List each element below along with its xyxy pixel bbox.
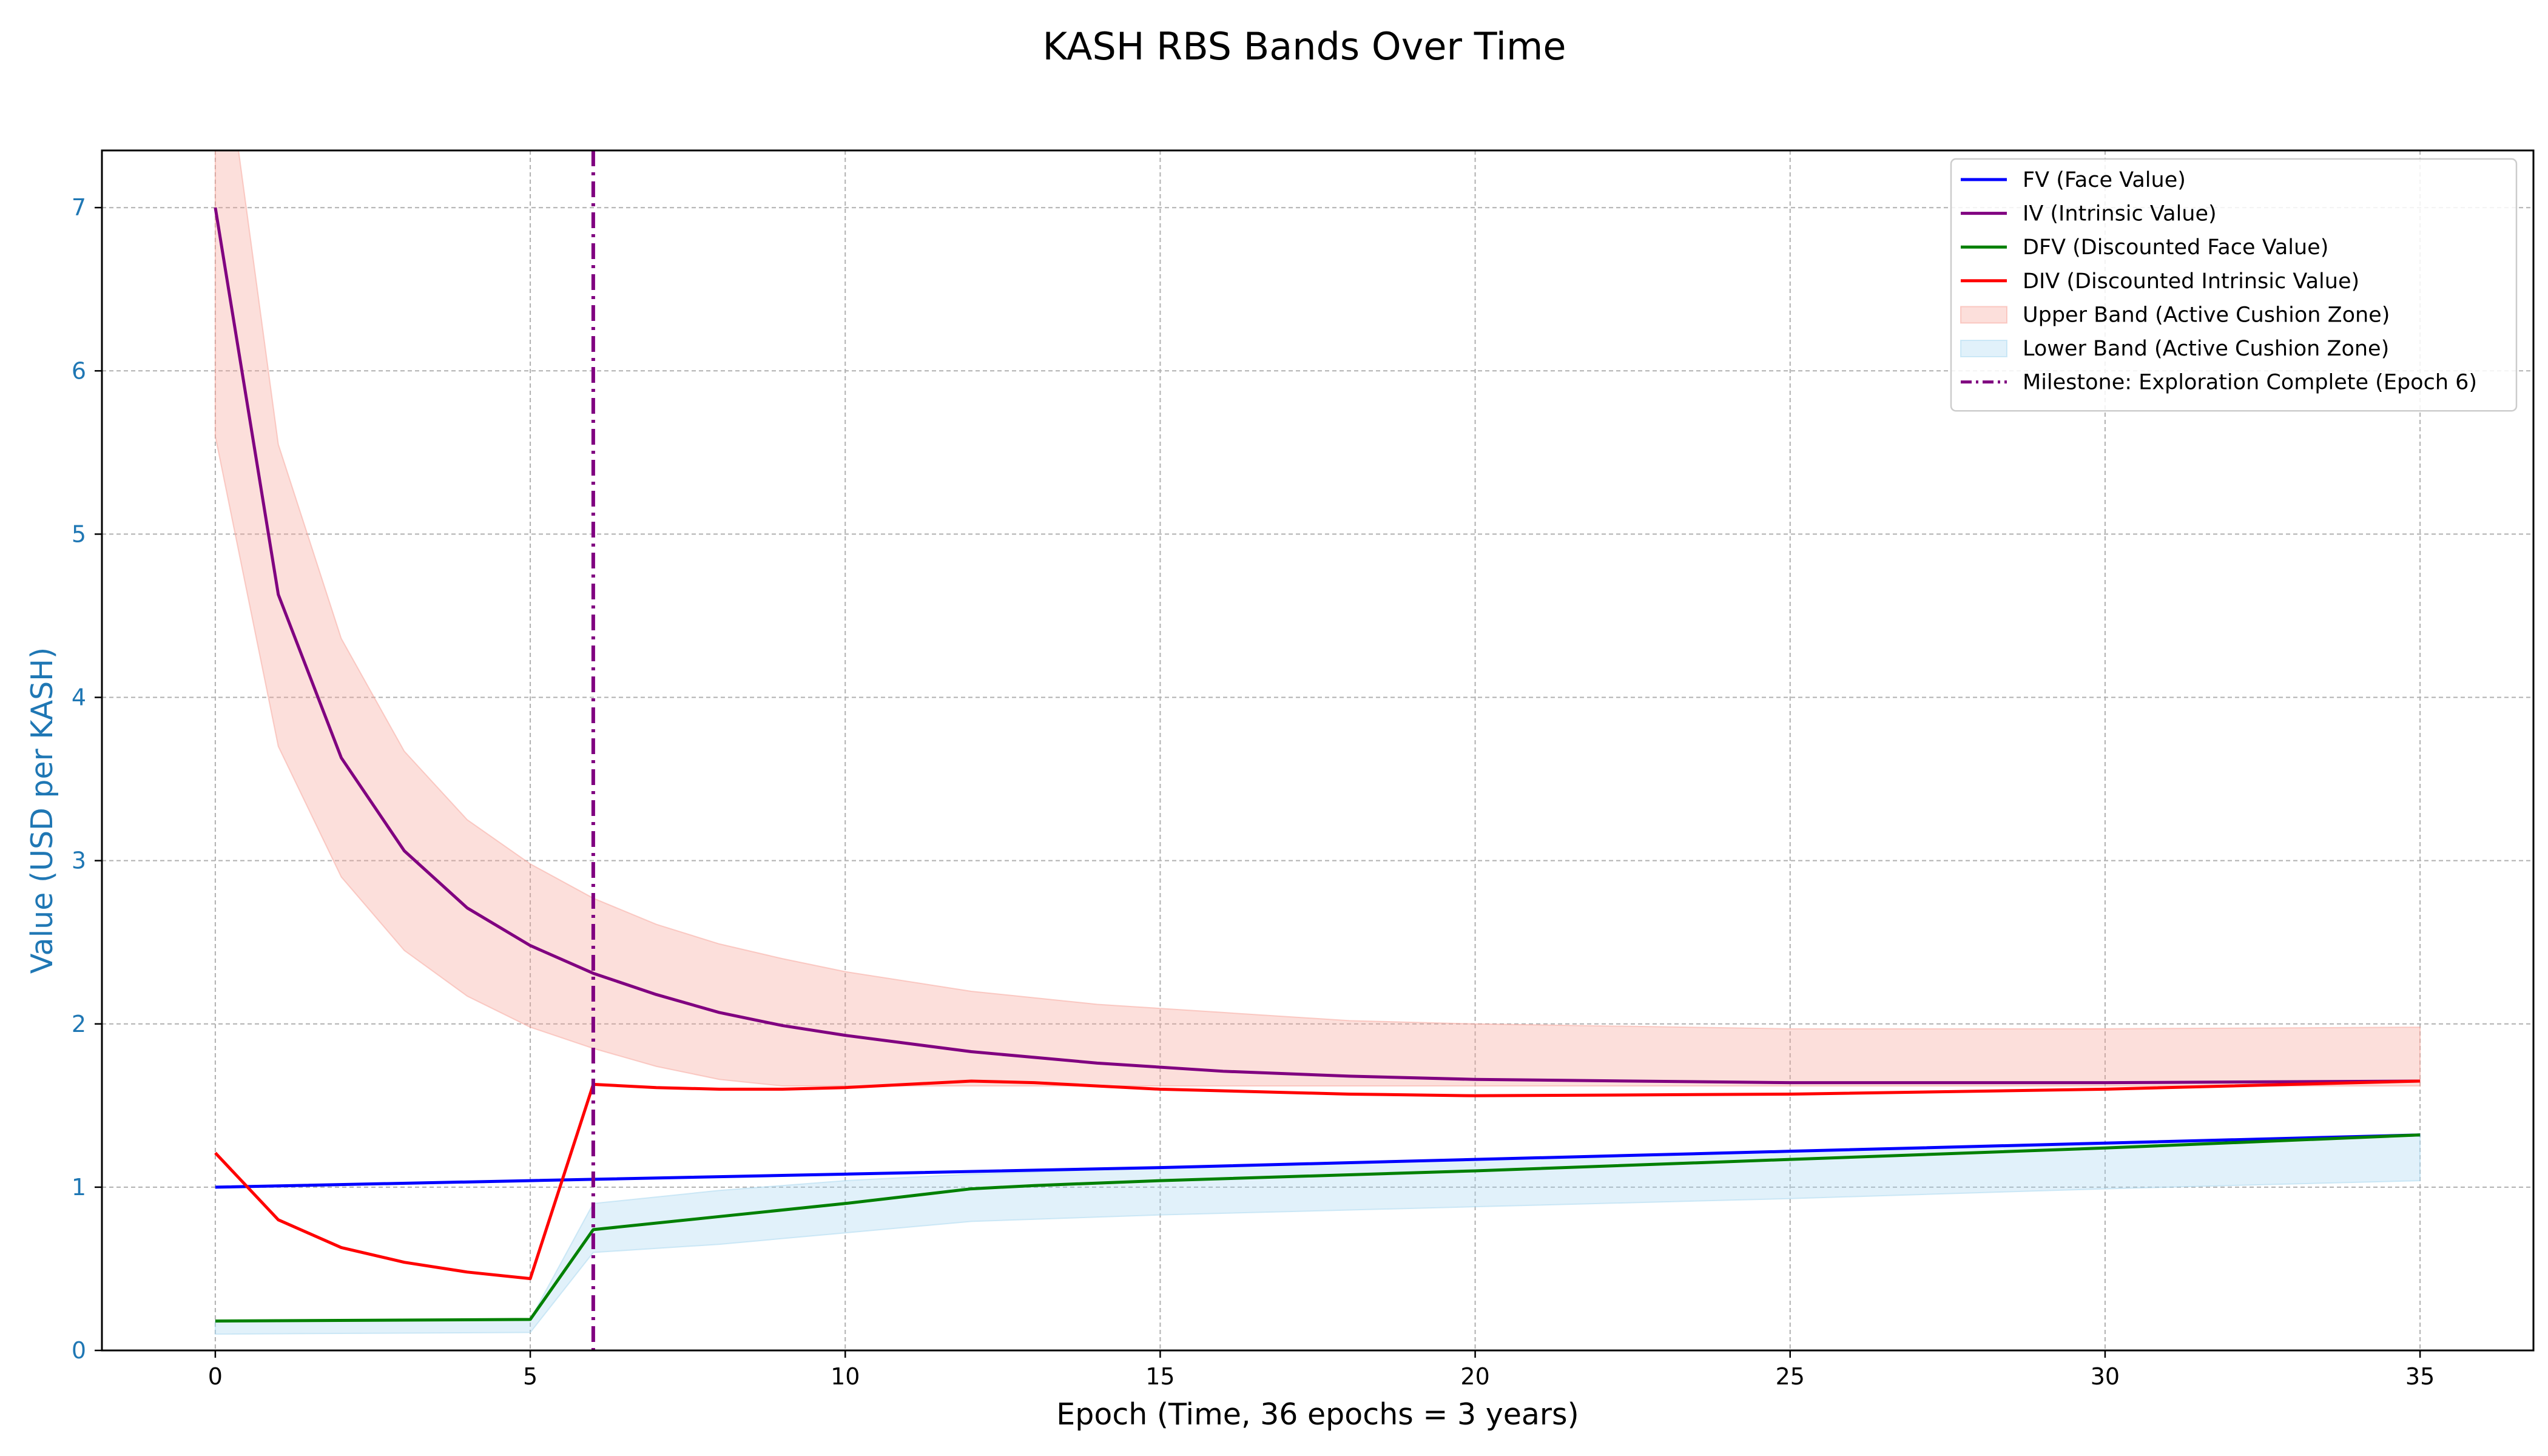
y-tick-label: 3 [72,848,86,874]
y-tick-label: 6 [72,357,86,384]
lower-band-fill [214,1134,2421,1335]
chart-title: KASH RBS Bands Over Time [1042,24,1566,69]
x-tick-label: 30 [2091,1363,2120,1390]
legend-swatch-lower-band [1960,340,2007,357]
legend-swatch-upper-band [1960,306,2007,324]
legend-label-div: DIV (Discounted Intrinsic Value) [2023,269,2359,294]
legend-label-lower-band: Lower Band (Active Cushion Zone) [2023,337,2389,361]
y-tick-label: 2 [72,1011,86,1037]
legend-label-fv: FV (Face Value) [2023,168,2186,192]
y-axis-label: Value (USD per KASH) [25,647,59,974]
fv-series-line [215,1133,2421,1189]
x-tick-label: 20 [1460,1363,1489,1390]
x-tick-label: 15 [1145,1363,1175,1390]
legend-label-milestone: Milestone: Exploration Complete (Epoch 6… [2023,371,2477,395]
y-tick-label: 4 [72,684,86,711]
x-tick-label: 10 [831,1363,860,1390]
dfv-series-line [215,1133,2421,1323]
div-series-line [214,1079,2421,1281]
y-tick-label: 0 [72,1337,86,1364]
legend: FV (Face Value) IV (Intrinsic Value) DFV (… [1950,158,2518,412]
x-tick-label: 5 [523,1363,538,1390]
x-tick-label: 35 [2405,1363,2435,1390]
legend-label-dfv: DFV (Discounted Face Value) [2023,235,2328,260]
legend-box [1950,158,2518,412]
iv-series-line [214,207,2421,1085]
upper-band-fill [214,150,2421,1087]
plot-frame [101,149,2535,1352]
x-axis-label: Epoch (Time, 36 epochs = 3 years) [1056,1397,1579,1432]
legend-label-upper-band: Upper Band (Active Cushion Zone) [2023,303,2390,327]
legend-label-iv: IV (Intrinsic Value) [2023,202,2217,226]
plot-series-group [214,150,2421,1350]
x-tick-label: 25 [1776,1363,1805,1390]
y-tick-label: 7 [72,194,86,221]
y-tick-label: 5 [72,521,86,547]
y-tick-label: 1 [72,1174,86,1201]
x-tick-label: 0 [208,1363,223,1390]
